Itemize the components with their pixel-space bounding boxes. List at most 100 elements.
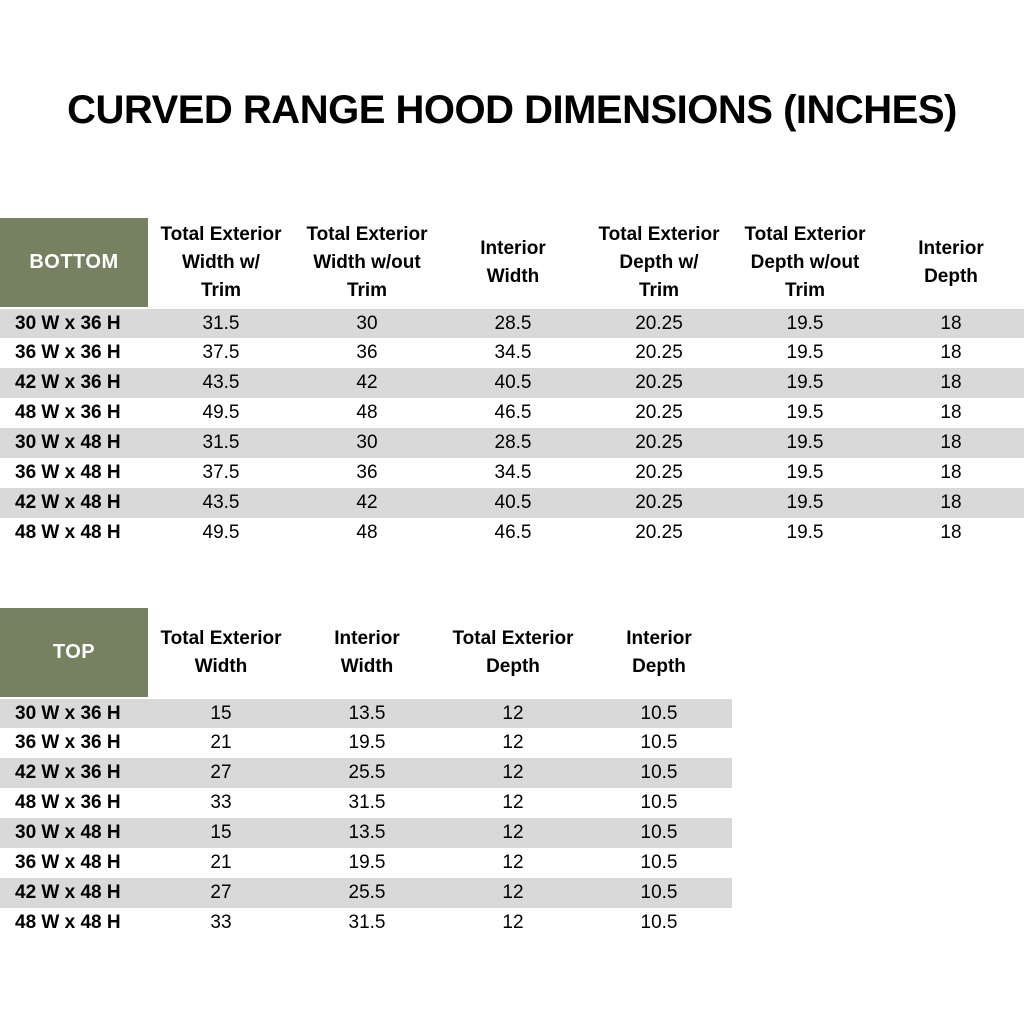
dimension-value: 19.5 bbox=[732, 488, 878, 518]
dimension-value: 37.5 bbox=[148, 338, 294, 368]
dimension-value: 27 bbox=[148, 878, 294, 908]
dimension-value: 13.5 bbox=[294, 698, 440, 728]
dimension-value: 19.5 bbox=[732, 338, 878, 368]
top-dimensions-table: TOP Total Exterior Width Interior Width … bbox=[0, 608, 732, 938]
dimension-value: 31.5 bbox=[294, 788, 440, 818]
dimension-value: 34.5 bbox=[440, 458, 586, 488]
dimension-value: 43.5 bbox=[148, 488, 294, 518]
dimension-value: 42 bbox=[294, 368, 440, 398]
row-size-label: 48 W x 36 H bbox=[0, 788, 148, 818]
dimension-value: 20.25 bbox=[586, 398, 732, 428]
row-size-label: 48 W x 48 H bbox=[0, 518, 148, 548]
table-row: 36 W x 48 H 37.5 36 34.5 20.25 19.5 18 bbox=[0, 458, 1024, 488]
column-header-total-exterior-depth-w-trim: Total Exterior Depth w/ Trim bbox=[586, 218, 732, 309]
dimension-value: 37.5 bbox=[148, 458, 294, 488]
table-row: 48 W x 36 H 33 31.5 12 10.5 bbox=[0, 788, 732, 818]
dimension-value: 15 bbox=[148, 818, 294, 848]
table-row: 30 W x 48 H 15 13.5 12 10.5 bbox=[0, 818, 732, 848]
column-header-interior-width: Interior Width bbox=[440, 218, 586, 309]
dimension-value: 10.5 bbox=[586, 878, 732, 908]
row-size-label: 30 W x 48 H bbox=[0, 428, 148, 458]
row-size-label: 30 W x 48 H bbox=[0, 818, 148, 848]
dimension-value: 10.5 bbox=[586, 698, 732, 728]
dimension-value: 30 bbox=[294, 308, 440, 338]
table-row: 42 W x 48 H 43.5 42 40.5 20.25 19.5 18 bbox=[0, 488, 1024, 518]
row-size-label: 36 W x 48 H bbox=[0, 458, 148, 488]
bottom-dimensions-table: BOTTOM Total Exterior Width w/ Trim Tota… bbox=[0, 218, 1024, 548]
row-size-label: 42 W x 36 H bbox=[0, 368, 148, 398]
table-row: 42 W x 48 H 27 25.5 12 10.5 bbox=[0, 878, 732, 908]
table-row: 36 W x 36 H 21 19.5 12 10.5 bbox=[0, 728, 732, 758]
dimension-value: 31.5 bbox=[148, 308, 294, 338]
dimension-value: 19.5 bbox=[732, 398, 878, 428]
dimension-value: 18 bbox=[878, 308, 1024, 338]
dimension-value: 15 bbox=[148, 698, 294, 728]
dimension-value: 49.5 bbox=[148, 518, 294, 548]
dimension-value: 19.5 bbox=[732, 428, 878, 458]
top-table-header: TOP Total Exterior Width Interior Width … bbox=[0, 608, 732, 699]
dimension-value: 12 bbox=[440, 758, 586, 788]
column-header-total-exterior-depth: Total Exterior Depth bbox=[440, 608, 586, 699]
dimension-value: 13.5 bbox=[294, 818, 440, 848]
column-header-total-exterior-width: Total Exterior Width bbox=[148, 608, 294, 699]
table-row: 30 W x 48 H 31.5 30 28.5 20.25 19.5 18 bbox=[0, 428, 1024, 458]
dimension-value: 40.5 bbox=[440, 368, 586, 398]
table-row: 42 W x 36 H 27 25.5 12 10.5 bbox=[0, 758, 732, 788]
dimension-value: 31.5 bbox=[148, 428, 294, 458]
dimension-value: 27 bbox=[148, 758, 294, 788]
dimension-value: 10.5 bbox=[586, 848, 732, 878]
dimension-value: 30 bbox=[294, 428, 440, 458]
dimension-value: 20.25 bbox=[586, 308, 732, 338]
dimension-value: 19.5 bbox=[732, 368, 878, 398]
dimension-value: 20.25 bbox=[586, 338, 732, 368]
page-title: CURVED RANGE HOOD DIMENSIONS (INCHES) bbox=[67, 88, 957, 132]
dimension-value: 20.25 bbox=[586, 428, 732, 458]
column-header-total-exterior-width-wout-trim: Total Exterior Width w/out Trim bbox=[294, 218, 440, 309]
row-size-label: 42 W x 48 H bbox=[0, 488, 148, 518]
dimension-value: 21 bbox=[148, 728, 294, 758]
dimension-value: 48 bbox=[294, 518, 440, 548]
dimension-value: 12 bbox=[440, 848, 586, 878]
row-size-label: 30 W x 36 H bbox=[0, 308, 148, 338]
row-size-label: 36 W x 48 H bbox=[0, 848, 148, 878]
dimension-value: 19.5 bbox=[732, 308, 878, 338]
bottom-table-corner-label: BOTTOM bbox=[0, 218, 148, 309]
dimension-value: 12 bbox=[440, 728, 586, 758]
dimension-value: 19.5 bbox=[732, 458, 878, 488]
dimension-value: 10.5 bbox=[586, 758, 732, 788]
row-size-label: 36 W x 36 H bbox=[0, 728, 148, 758]
table-row: 48 W x 48 H 33 31.5 12 10.5 bbox=[0, 908, 732, 938]
dimension-value: 25.5 bbox=[294, 878, 440, 908]
dimension-value: 20.25 bbox=[586, 368, 732, 398]
dimension-value: 19.5 bbox=[294, 728, 440, 758]
column-header-total-exterior-depth-wout-trim: Total Exterior Depth w/out Trim bbox=[732, 218, 878, 309]
dimension-value: 18 bbox=[878, 398, 1024, 428]
dimension-value: 36 bbox=[294, 338, 440, 368]
dimension-value: 12 bbox=[440, 908, 586, 938]
dimension-value: 43.5 bbox=[148, 368, 294, 398]
top-table-body: 30 W x 36 H 15 13.5 12 10.5 36 W x 36 H 21 19.5… bbox=[0, 698, 732, 938]
row-size-label: 42 W x 36 H bbox=[0, 758, 148, 788]
row-size-label: 30 W x 36 H bbox=[0, 698, 148, 728]
dimension-value: 10.5 bbox=[586, 818, 732, 848]
dimension-value: 12 bbox=[440, 788, 586, 818]
table-row: 30 W x 36 H 15 13.5 12 10.5 bbox=[0, 698, 732, 728]
dimension-value: 18 bbox=[878, 458, 1024, 488]
dimension-value: 10.5 bbox=[586, 728, 732, 758]
dimension-value: 46.5 bbox=[440, 398, 586, 428]
column-header-interior-depth: Interior Depth bbox=[878, 218, 1024, 309]
dimension-value: 18 bbox=[878, 488, 1024, 518]
dimension-value: 31.5 bbox=[294, 908, 440, 938]
dimension-value: 12 bbox=[440, 878, 586, 908]
column-header-interior-depth: Interior Depth bbox=[586, 608, 732, 699]
dimension-value: 28.5 bbox=[440, 308, 586, 338]
dimension-value: 20.25 bbox=[586, 458, 732, 488]
table-row: 30 W x 36 H 31.5 30 28.5 20.25 19.5 18 bbox=[0, 308, 1024, 338]
dimension-value: 18 bbox=[878, 338, 1024, 368]
dimension-value: 36 bbox=[294, 458, 440, 488]
dimension-value: 18 bbox=[878, 518, 1024, 548]
dimension-value: 48 bbox=[294, 398, 440, 428]
table-row: 48 W x 48 H 49.5 48 46.5 20.25 19.5 18 bbox=[0, 518, 1024, 548]
column-header-interior-width: Interior Width bbox=[294, 608, 440, 699]
table-row: 36 W x 36 H 37.5 36 34.5 20.25 19.5 18 bbox=[0, 338, 1024, 368]
